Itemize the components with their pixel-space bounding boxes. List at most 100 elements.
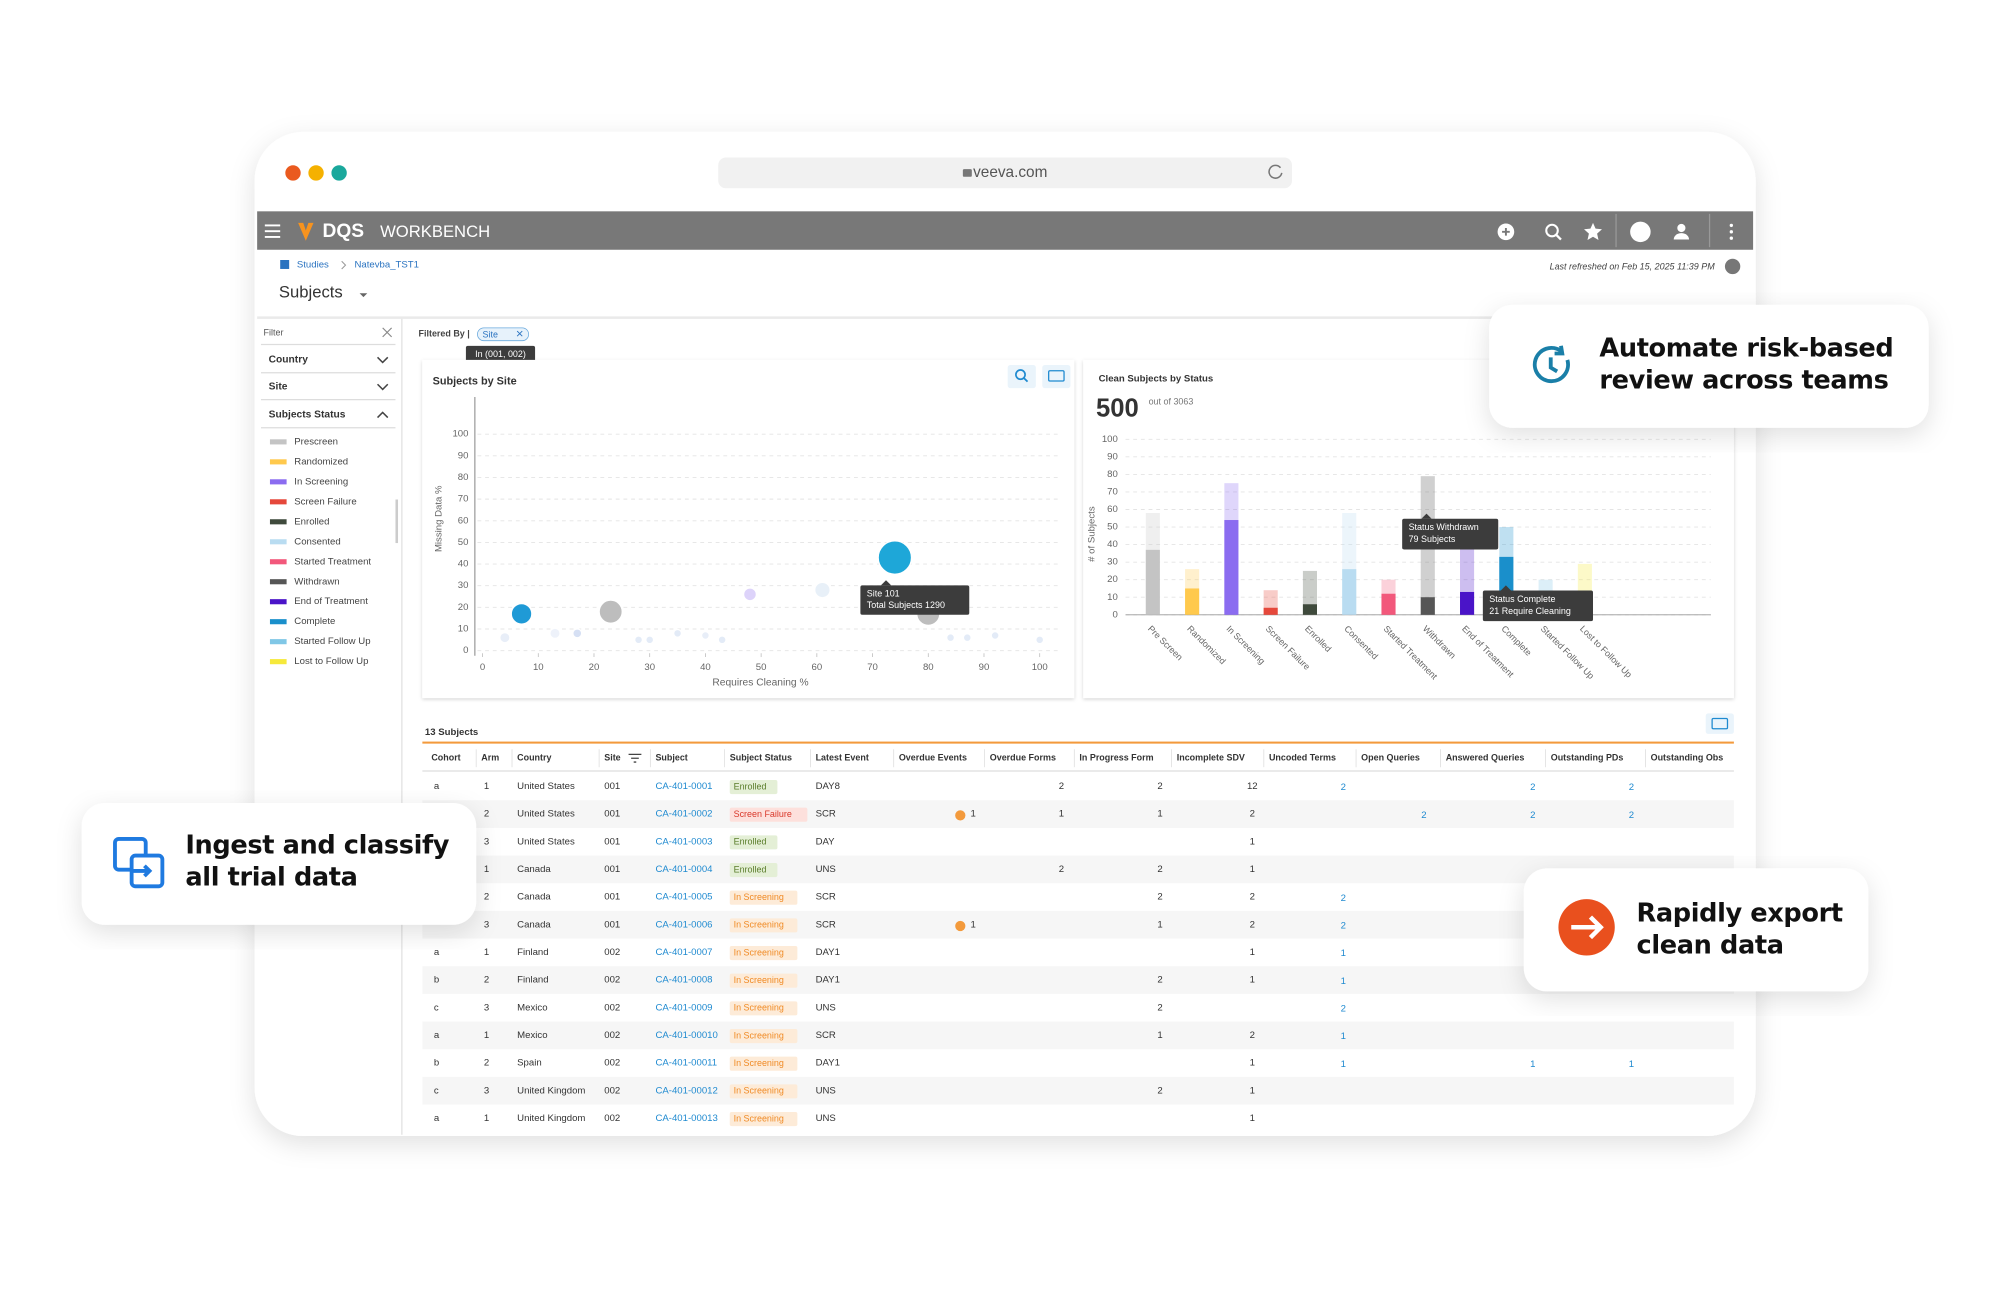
column-header[interactable]: Subject Status xyxy=(730,753,792,763)
bubble[interactable] xyxy=(673,628,683,638)
search-icon[interactable] xyxy=(1545,223,1559,238)
cell[interactable]: 2 xyxy=(1629,782,1634,793)
url-bar[interactable] xyxy=(718,157,1293,189)
help-icon[interactable] xyxy=(1630,221,1651,243)
filter-chip[interactable] xyxy=(477,327,530,342)
cell[interactable]: 1 xyxy=(1341,948,1346,959)
legend-label[interactable]: Lost to Follow Up xyxy=(294,656,368,667)
legend-label[interactable]: Consented xyxy=(294,536,340,547)
bar[interactable] xyxy=(1145,549,1160,615)
subject-link[interactable]: CA-401-00010 xyxy=(655,1030,717,1041)
zoom-button[interactable] xyxy=(1007,365,1036,389)
cell[interactable]: 1 xyxy=(1629,1059,1634,1070)
subject-link[interactable]: CA-401-0004 xyxy=(655,864,713,875)
bar[interactable] xyxy=(1302,604,1317,615)
cell[interactable]: 2 xyxy=(1530,810,1535,821)
bar[interactable] xyxy=(1342,569,1357,615)
window-maximize[interactable] xyxy=(331,165,347,181)
subject-link[interactable]: CA-401-0002 xyxy=(655,809,712,820)
column-header[interactable]: Uncoded Terms xyxy=(1269,753,1336,763)
cell[interactable]: 1 xyxy=(1341,976,1346,987)
page-title[interactable]: Subjects xyxy=(279,283,343,302)
bubble[interactable] xyxy=(877,540,913,575)
cell[interactable]: 1 xyxy=(1341,1031,1346,1042)
chevron[interactable] xyxy=(376,356,389,364)
chevron[interactable] xyxy=(376,411,389,419)
cell[interactable]: 2 xyxy=(1341,782,1346,793)
legend-label[interactable]: Enrolled xyxy=(294,516,329,527)
bubble[interactable] xyxy=(962,633,972,643)
breadcrumb-link[interactable]: Studies xyxy=(297,260,329,271)
bubble[interactable] xyxy=(1035,635,1045,645)
cell[interactable]: 2 xyxy=(1629,810,1634,821)
cell[interactable]: 2 xyxy=(1421,810,1426,821)
filter-section[interactable]: Site xyxy=(269,382,288,393)
bubble[interactable] xyxy=(814,581,831,599)
subject-link[interactable]: CA-401-0005 xyxy=(655,892,712,903)
user-icon[interactable] xyxy=(1677,223,1686,233)
subject-link[interactable]: CA-401-0003 xyxy=(655,836,712,847)
bar[interactable] xyxy=(1302,570,1317,615)
column-header[interactable]: Outstanding Obs xyxy=(1651,753,1724,763)
chip-remove[interactable] xyxy=(516,330,523,337)
column-header[interactable]: Open Queries xyxy=(1361,753,1420,763)
bubble[interactable] xyxy=(717,635,727,645)
cell[interactable]: 1 xyxy=(1530,1059,1535,1070)
legend-label[interactable]: Prescreen xyxy=(294,436,338,447)
column-header[interactable]: In Progress Form xyxy=(1079,753,1153,763)
column-header[interactable]: Cohort xyxy=(431,753,460,763)
expand-button[interactable] xyxy=(1042,365,1071,389)
bubble[interactable] xyxy=(645,635,655,645)
bar[interactable] xyxy=(1224,520,1239,615)
legend-label[interactable]: Started Treatment xyxy=(294,556,371,567)
column-header[interactable]: Outstanding PDs xyxy=(1551,753,1624,763)
window-close[interactable] xyxy=(285,165,301,181)
bar[interactable] xyxy=(1460,591,1475,615)
menu-icon[interactable] xyxy=(264,224,281,238)
filter-section[interactable]: Country xyxy=(269,355,309,366)
cell[interactable]: 2 xyxy=(1341,893,1346,904)
bubble[interactable] xyxy=(499,631,511,644)
subject-link[interactable]: CA-401-0006 xyxy=(655,919,712,930)
subject-link[interactable]: CA-401-00011 xyxy=(655,1058,717,1069)
cell[interactable]: 2 xyxy=(1341,921,1346,932)
legend-label[interactable]: Randomized xyxy=(294,456,348,467)
bar[interactable] xyxy=(1185,588,1200,615)
filter-section[interactable]: Subjects Status xyxy=(269,410,346,421)
bar[interactable] xyxy=(1381,593,1396,615)
subject-link[interactable]: CA-401-00012 xyxy=(655,1085,717,1096)
bar[interactable] xyxy=(1420,597,1435,615)
bubble[interactable] xyxy=(946,633,956,643)
legend-label[interactable]: End of Treatment xyxy=(294,596,368,607)
subject-link[interactable]: CA-401-0009 xyxy=(655,1002,712,1013)
bubble[interactable] xyxy=(598,599,623,624)
column-header[interactable]: Site xyxy=(604,753,620,763)
bubble[interactable] xyxy=(549,627,561,640)
window-minimize[interactable] xyxy=(308,165,324,181)
more-icon[interactable] xyxy=(1729,223,1733,240)
expand-button[interactable] xyxy=(1705,713,1734,734)
cell[interactable]: 1 xyxy=(1341,1059,1346,1070)
page-dropdown[interactable] xyxy=(359,293,368,298)
subject-link[interactable]: CA-401-0007 xyxy=(655,947,712,958)
bubble[interactable] xyxy=(510,602,533,625)
legend-label[interactable]: Complete xyxy=(294,616,335,627)
column-header[interactable]: Overdue Forms xyxy=(990,753,1056,763)
breadcrumb-link[interactable]: Natevba_TST1 xyxy=(354,260,419,271)
legend-label[interactable]: In Screening xyxy=(294,476,348,487)
subject-link[interactable]: CA-401-00013 xyxy=(655,1113,717,1124)
bubble[interactable] xyxy=(742,587,758,602)
cell[interactable]: 2 xyxy=(1341,1004,1346,1015)
column-header[interactable]: Country xyxy=(517,753,551,763)
bubble[interactable] xyxy=(634,635,644,645)
column-header[interactable]: Latest Event xyxy=(816,753,869,763)
info-icon[interactable] xyxy=(1724,258,1741,275)
reload-icon[interactable] xyxy=(1268,164,1283,179)
column-header[interactable]: Overdue Events xyxy=(899,753,967,763)
legend-label[interactable]: Screen Failure xyxy=(294,496,356,507)
bubble[interactable] xyxy=(572,628,583,639)
column-header[interactable]: Subject xyxy=(655,753,687,763)
chevron[interactable] xyxy=(376,383,389,391)
filter-close[interactable] xyxy=(382,327,393,338)
cell[interactable]: 2 xyxy=(1530,782,1535,793)
